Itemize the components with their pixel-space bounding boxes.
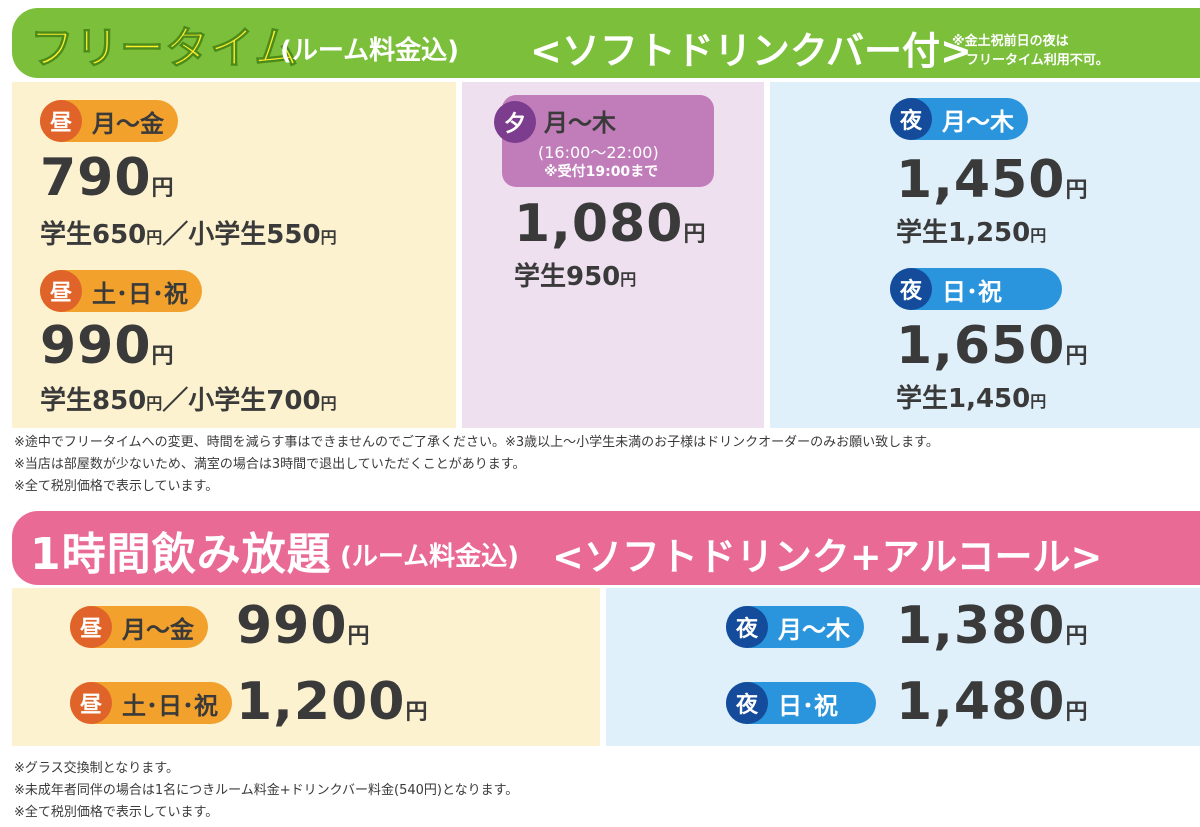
freetime-notes: ※途中でフリータイムへの変更、時間を減らす事はできませんのでご了承ください。※3…: [14, 432, 939, 498]
freetime-day-weekend-student: 学生850円／小学生700円: [40, 386, 337, 416]
drinks-bracket: <ソフトドリンク+アルコール>: [552, 535, 1103, 579]
freetime-note: ※当店は部屋数が少ないため、満室の場合は3時間で退出していただくことがあります。: [14, 457, 526, 472]
drinks-night-weekday-label: 月〜木: [778, 615, 850, 644]
sun-badge-icon: 昼: [70, 682, 112, 724]
drinks-day-weekday-badge: 昼 月〜金: [70, 606, 208, 648]
freetime-night-weekday-label: 月〜木: [942, 107, 1014, 136]
freetime-day-weekday-price: 790円: [40, 148, 175, 208]
drinks-night-weekday-price: 1,380円: [896, 596, 1089, 656]
evening-badge-icon: 夕: [494, 101, 536, 143]
freetime-header-note: ※金土祝前日の夜は フリータイム利用不可。: [952, 32, 1162, 70]
freetime-header-bar: [12, 8, 1200, 78]
drinks-subtitle: (ルーム料金込): [340, 542, 519, 572]
drinks-night-panel: [606, 588, 1200, 746]
moon-badge-icon: 夜: [890, 268, 932, 310]
drinks-notes: ※グラス交換制となります。 ※未成年者同伴の場合は1名につきルーム料金+ドリンク…: [14, 758, 518, 824]
sun-badge-icon: 昼: [70, 606, 112, 648]
freetime-night-weekday-badge: 夜 月〜木: [890, 98, 1028, 140]
drinks-day-weekday-price: 990円: [236, 596, 371, 656]
drinks-day-weekend-price: 1,200円: [236, 672, 429, 732]
freetime-night-weekday-price: 1,450円: [896, 150, 1089, 210]
moon-badge-icon: 夜: [890, 98, 932, 140]
freetime-evening-time: (16:00〜22:00): [538, 143, 659, 162]
freetime-night-weekend-price: 1,650円: [896, 316, 1089, 376]
drinks-header-bar: [12, 511, 1200, 585]
freetime-subtitle: (ルーム料金込): [280, 36, 459, 66]
freetime-note-line2: フリータイム利用不可。: [966, 53, 1109, 68]
drinks-note: ※未成年者同伴の場合は1名につきルーム料金+ドリンクバー料金(540円)となりま…: [14, 783, 519, 798]
freetime-evening-reception: ※受付19:00まで: [544, 164, 659, 180]
drinks-day-weekend-badge: 昼 土･日･祝: [70, 682, 232, 724]
freetime-day-weekday-student: 学生650円／小学生550円: [40, 220, 337, 250]
freetime-evening-price: 1,080円: [514, 194, 707, 254]
moon-badge-icon: 夜: [726, 682, 768, 724]
freetime-bracket: <ソフトドリンクバー付>: [530, 29, 972, 73]
freetime-day-weekday-label: 月〜金: [92, 109, 164, 138]
freetime-title: フリータイム: [29, 23, 300, 75]
drinks-day-weekend-label: 土･日･祝: [122, 691, 218, 720]
drinks-night-weekend-label: 日･祝: [778, 691, 838, 720]
drinks-day-weekday-label: 月〜金: [122, 615, 194, 644]
freetime-night-weekend-student: 学生1,450円: [896, 384, 1047, 414]
freetime-evening-student: 学生950円: [514, 262, 637, 292]
freetime-day-weekend-label: 土･日･祝: [92, 279, 188, 308]
freetime-note-line1: ※金土祝前日の夜は: [952, 34, 1069, 49]
drinks-title: 1時間飲み放題: [30, 529, 332, 580]
drinks-note: ※グラス交換制となります。: [14, 761, 179, 776]
freetime-night-weekend-badge: 夜 日･祝: [890, 268, 1062, 310]
freetime-note: ※全て税別価格で表示しています。: [14, 479, 219, 494]
freetime-day-weekday-badge: 昼 月〜金: [40, 100, 178, 142]
freetime-note: ※途中でフリータイムへの変更、時間を減らす事はできませんのでご了承ください。※3…: [14, 435, 939, 450]
sun-badge-icon: 昼: [40, 270, 82, 312]
freetime-day-weekend-price: 990円: [40, 316, 175, 376]
freetime-night-weekend-label: 日･祝: [942, 277, 1002, 306]
drinks-note: ※全て税別価格で表示しています。: [14, 805, 219, 820]
freetime-evening-label: 月〜木: [544, 109, 616, 137]
drinks-night-weekend-badge: 夜 日･祝: [726, 682, 876, 724]
freetime-day-weekend-badge: 昼 土･日･祝: [40, 270, 202, 312]
sun-badge-icon: 昼: [40, 100, 82, 142]
drinks-night-weekend-price: 1,480円: [896, 672, 1089, 732]
freetime-night-weekday-student: 学生1,250円: [896, 218, 1047, 248]
moon-badge-icon: 夜: [726, 606, 768, 648]
drinks-night-weekday-badge: 夜 月〜木: [726, 606, 864, 648]
freetime-evening-badge: 夕 月〜木 (16:00〜22:00) ※受付19:00まで: [494, 95, 714, 187]
